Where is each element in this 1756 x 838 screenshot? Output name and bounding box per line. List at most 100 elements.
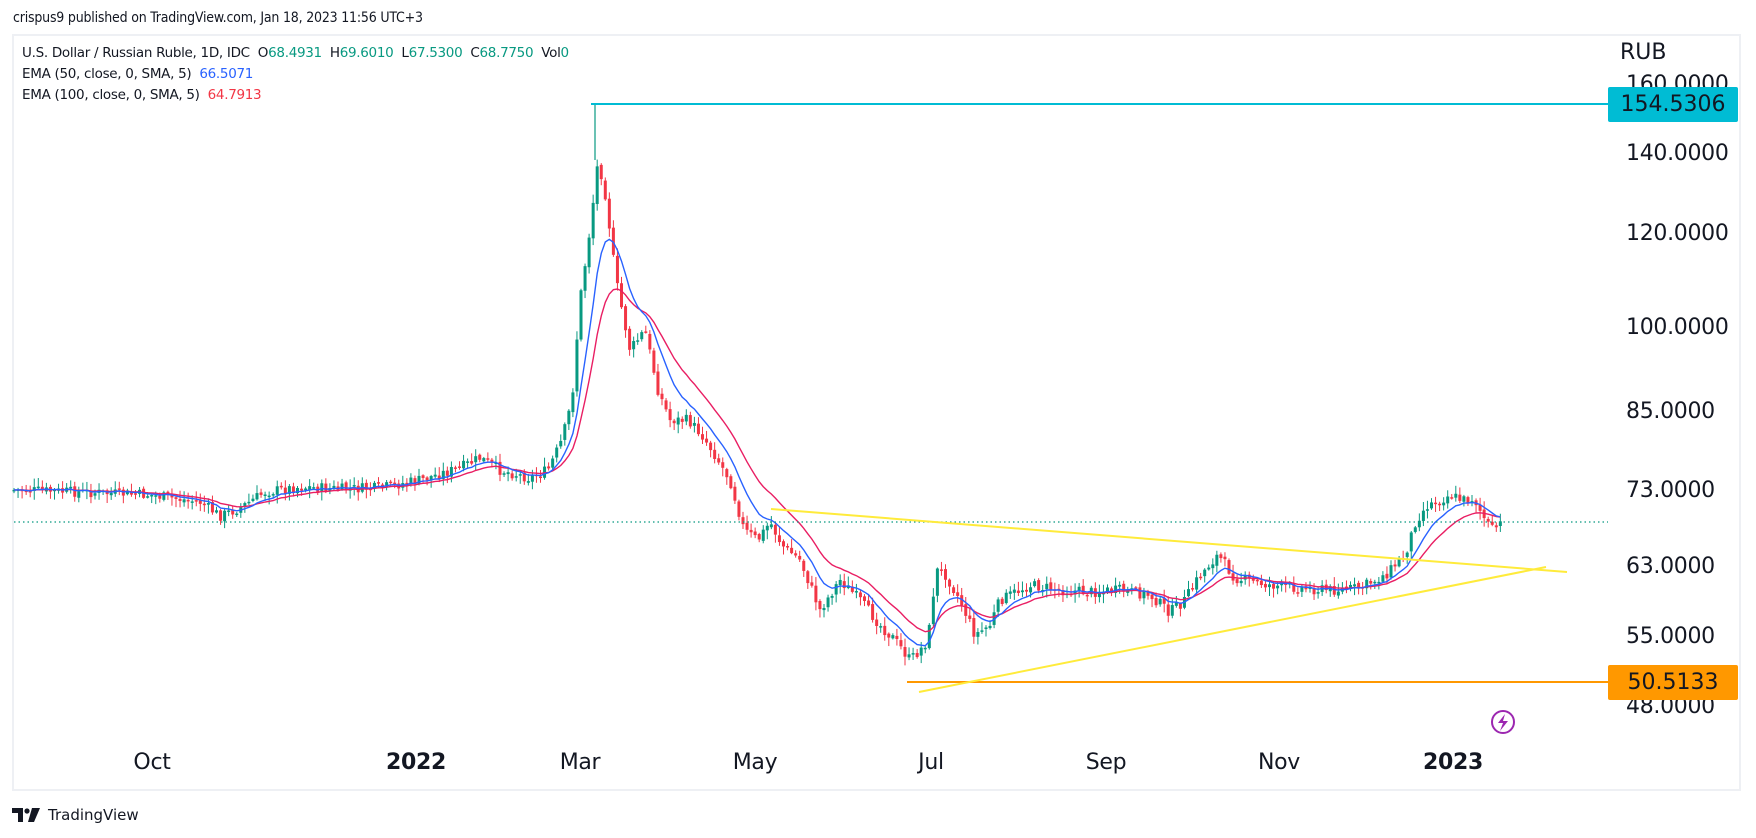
candle-body (352, 485, 356, 487)
candle-body (1154, 598, 1158, 606)
candle-body (413, 478, 417, 485)
candle-body (344, 482, 348, 491)
candle-body (28, 491, 32, 493)
high-label: H (329, 45, 340, 61)
candle-body (551, 458, 555, 468)
candle-body (275, 486, 279, 495)
candle-body (907, 654, 911, 658)
candle-body (672, 420, 676, 424)
candle-body (219, 510, 223, 521)
candle-body (518, 474, 522, 476)
candle-body (1490, 521, 1494, 525)
candle-body (575, 339, 579, 392)
ema100-value: 64.7913 (207, 87, 262, 103)
candle-body (308, 486, 312, 490)
candle-body (786, 546, 790, 548)
candle-body (425, 477, 429, 481)
candle-body (1430, 502, 1433, 509)
candle-body (684, 414, 688, 422)
legend-ema50-row[interactable]: EMA (50, close, 0, SMA, 5) 66.5071 (22, 64, 569, 85)
candle-body (462, 460, 466, 469)
ema50-line (13, 238, 1501, 647)
candle-body (263, 494, 267, 496)
candle-body (652, 350, 656, 373)
candle-body (1223, 556, 1227, 560)
lightning-icon[interactable] (1491, 710, 1515, 734)
candle-body (923, 647, 927, 650)
candle-body (498, 461, 502, 475)
candle-body (692, 422, 696, 426)
candle-body (867, 600, 871, 606)
candle-body (571, 392, 575, 413)
candle-body (69, 486, 73, 489)
candle-body (1081, 585, 1085, 595)
candle-body (235, 513, 239, 516)
candle-body (486, 458, 490, 460)
candle-body (895, 635, 899, 639)
candle-body (753, 531, 757, 536)
candle-body (583, 266, 587, 291)
candle-body (761, 529, 765, 541)
candle-body (620, 283, 623, 308)
candle-body (1498, 521, 1502, 527)
candle-body (409, 477, 413, 484)
x-tick-label: Jul (918, 750, 944, 775)
candle-body (166, 491, 170, 495)
candle-body (814, 585, 818, 603)
candle-body (1020, 590, 1024, 593)
candle-body (1162, 598, 1166, 604)
candle-body (1166, 604, 1170, 616)
candle-body (688, 415, 692, 427)
candle-body (1025, 589, 1028, 592)
candle-body (1312, 588, 1316, 595)
candle-body (729, 476, 733, 489)
candle-body (563, 424, 567, 440)
candle-body (437, 475, 441, 480)
y-tick-label: 63.0000 (1626, 553, 1715, 579)
candle-body (984, 627, 988, 629)
brand-name: TradingView (48, 806, 139, 824)
chart-frame[interactable] (12, 34, 1741, 791)
candle-body (482, 458, 486, 462)
candle-body (879, 626, 883, 628)
candle-body (421, 475, 425, 478)
candle-body (291, 486, 295, 493)
candle-body (1004, 592, 1008, 604)
candle-body (1494, 525, 1498, 528)
candle-body (773, 524, 777, 535)
close-label: C (470, 45, 480, 61)
candle-body (1000, 598, 1004, 605)
vol-label: Vol (541, 45, 561, 61)
candle-body (603, 180, 607, 200)
candle-body (324, 483, 328, 492)
candle-body (733, 486, 737, 501)
symbol-name[interactable]: U.S. Dollar / Russian Ruble, 1D, IDC (22, 45, 250, 61)
legend-ema100-row[interactable]: EMA (100, close, 0, SMA, 5) 64.7913 (22, 85, 569, 106)
candle-body (1385, 573, 1389, 579)
candle-body (73, 486, 77, 497)
candle-body (1454, 493, 1458, 498)
candle-body (304, 488, 308, 491)
candle-body (834, 584, 838, 595)
x-tick-label: Oct (133, 750, 171, 775)
candle-body (215, 510, 218, 513)
close-value: 68.7750 (479, 45, 534, 61)
x-tick-label: 2022 (385, 750, 447, 775)
candle-body (372, 482, 376, 489)
tradingview-logo-icon (12, 808, 40, 822)
candle-body (769, 524, 773, 528)
candle-body (875, 619, 879, 626)
candle-body (931, 596, 935, 625)
candle-body (458, 466, 461, 468)
candle-body (721, 462, 725, 468)
candle-body (296, 487, 299, 494)
candle-body (1203, 569, 1207, 577)
footer-brand[interactable]: TradingView (12, 806, 139, 824)
candle-body (1235, 579, 1239, 584)
candle-body (668, 409, 672, 421)
candle-body (393, 482, 397, 485)
candle-body (283, 487, 287, 494)
candle-body (198, 500, 202, 504)
candle-body (474, 456, 478, 463)
